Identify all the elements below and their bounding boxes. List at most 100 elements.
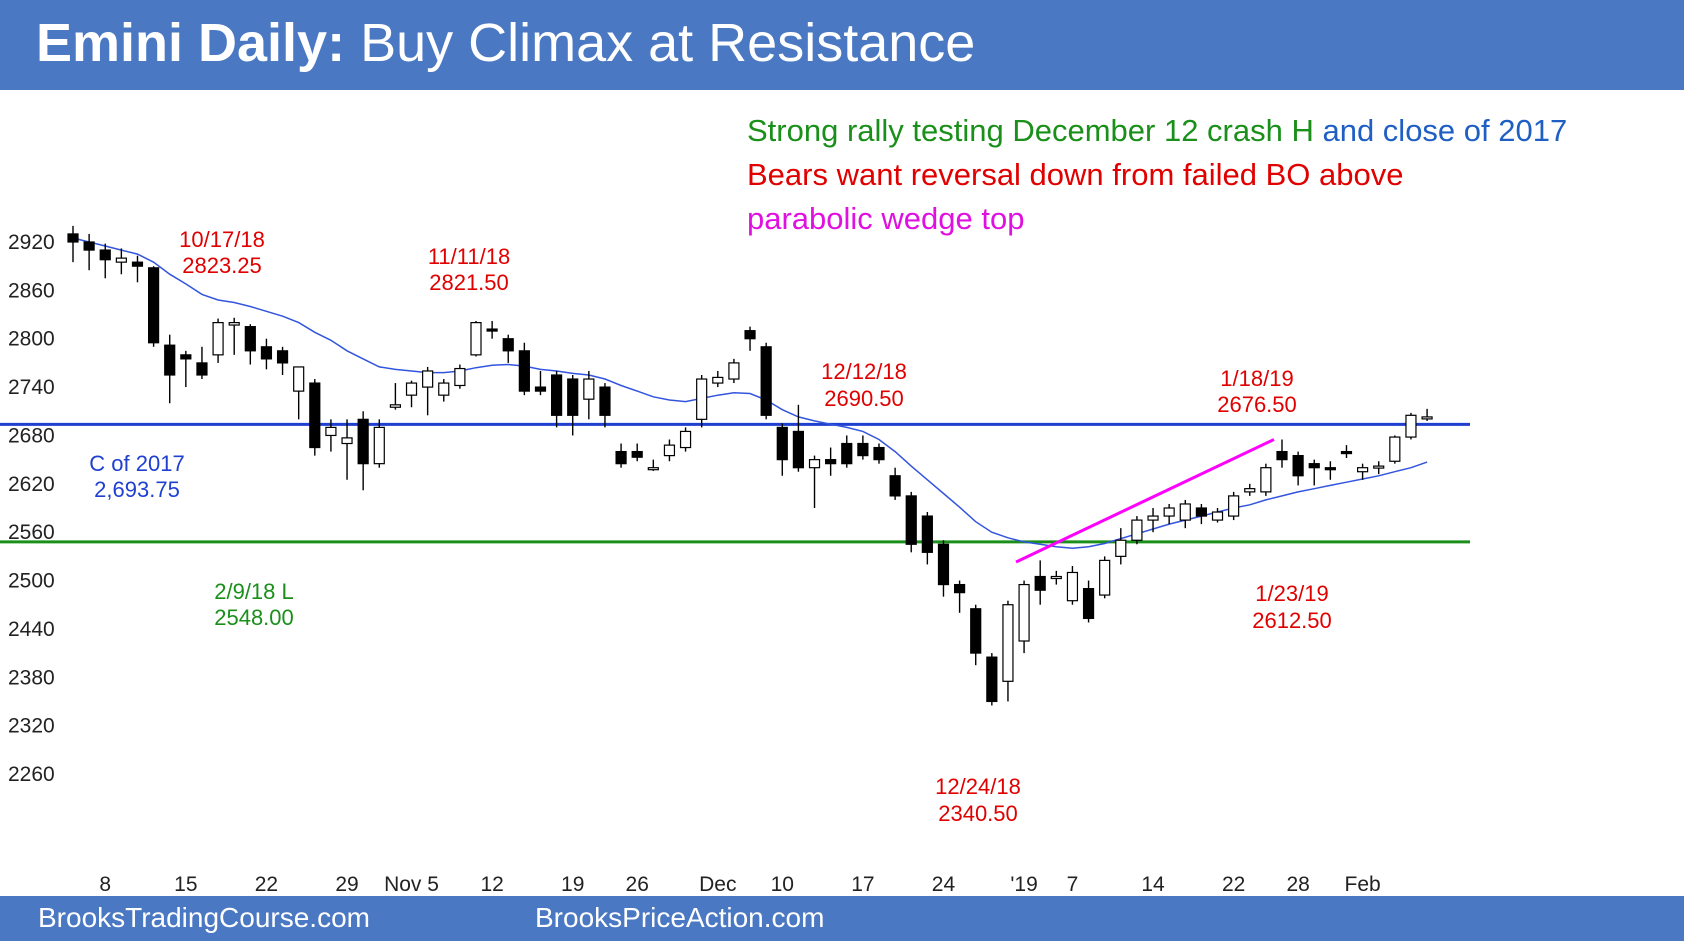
candle-body — [180, 354, 192, 360]
candle — [567, 375, 579, 436]
candle-body — [857, 442, 869, 457]
candle-body — [1034, 575, 1046, 591]
x-tick-label: 19 — [561, 873, 584, 896]
label-nov11-price: 2821.50 — [429, 270, 509, 295]
candle-body — [615, 450, 627, 465]
candle-body — [1421, 416, 1433, 420]
y-tick-label: 2560 — [8, 521, 55, 544]
y-tick-label: 2260 — [8, 763, 55, 786]
candle-body — [260, 346, 273, 360]
commentary-line1: Strong rally testing December 12 crash H… — [747, 113, 1567, 148]
candle-body — [663, 444, 676, 457]
candle — [260, 338, 273, 370]
candle-body — [1002, 604, 1014, 682]
x-tick-label: Dec — [699, 873, 736, 896]
candle — [712, 370, 724, 388]
candle-body — [550, 374, 563, 416]
candle — [631, 443, 643, 462]
y-tick-label: 2320 — [8, 715, 55, 738]
low-2018-label: 2/9/18 L — [214, 579, 294, 604]
footer-bar: BrooksTradingCourse.com BrooksPriceActio… — [0, 896, 1684, 941]
candle-body — [1115, 539, 1127, 557]
candle — [1244, 483, 1256, 496]
candle — [873, 443, 885, 464]
candle — [1050, 570, 1062, 585]
candles-layer — [67, 225, 1433, 706]
label-dec24-date: 12/24/18 — [935, 774, 1021, 799]
x-tick-label: 7 — [1067, 873, 1079, 896]
candle — [325, 419, 337, 452]
label-jan23-price: 2612.50 — [1252, 608, 1332, 633]
candle-body — [1082, 588, 1095, 620]
candle-body — [1324, 467, 1336, 471]
candle-body — [1099, 559, 1111, 596]
candle-body — [696, 378, 708, 420]
candle-body — [1292, 455, 1304, 477]
candle — [486, 320, 498, 339]
candle-body — [115, 257, 127, 263]
title-rest: Buy Climax at Resistance — [345, 13, 976, 73]
candle — [438, 379, 450, 402]
candle — [341, 419, 353, 480]
candle — [1018, 580, 1030, 654]
x-tick-label: 22 — [1222, 873, 1245, 896]
candle-body — [905, 495, 917, 545]
commentary-blue: and close of 2017 — [1322, 113, 1567, 148]
candle-body — [131, 261, 144, 267]
candle — [1340, 445, 1353, 459]
candle — [1324, 461, 1336, 480]
x-tick-label: 12 — [480, 873, 503, 896]
candle — [825, 447, 837, 476]
commentary-line2: Bears want reversal down from failed BO … — [747, 157, 1403, 192]
candle — [615, 443, 627, 468]
candle-body — [841, 442, 853, 465]
candle — [905, 491, 917, 553]
candle-body — [1163, 507, 1175, 517]
y-tick-label: 2860 — [8, 279, 55, 302]
candle-body — [389, 404, 401, 408]
candle-body — [502, 338, 514, 352]
commentary-line3: parabolic wedge top — [747, 201, 1024, 236]
candle-body — [212, 322, 224, 356]
candle-body — [599, 386, 611, 416]
candle — [470, 320, 482, 357]
candle-body — [373, 426, 385, 465]
candle — [422, 366, 434, 416]
candle-body — [99, 249, 111, 261]
candle — [1211, 508, 1224, 523]
header-bar: Emini Daily: Buy Climax at Resistance — [0, 0, 1684, 90]
candle-body — [438, 382, 450, 396]
x-tick-label: 15 — [174, 873, 197, 896]
candle — [115, 248, 127, 275]
y-tick-label: 2500 — [8, 570, 55, 593]
candle — [1260, 463, 1272, 496]
candle-body — [83, 241, 95, 251]
parabolic-wedge-line — [1015, 438, 1275, 564]
footer-link-trading-course[interactable]: BrooksTradingCourse.com — [38, 902, 370, 933]
candle — [293, 366, 305, 420]
candle — [970, 604, 982, 666]
candle-body — [341, 437, 353, 445]
candle-body — [244, 326, 256, 352]
label-nov11-date: 11/11/18 — [428, 244, 510, 269]
candle-body — [534, 386, 547, 392]
candle — [953, 580, 966, 613]
candle-body — [1131, 519, 1143, 541]
low-2018-value: 2548.00 — [214, 605, 294, 630]
candle-body — [873, 446, 885, 461]
candle-body — [470, 322, 482, 356]
candle — [1179, 499, 1191, 529]
candle — [83, 233, 95, 271]
x-tick-label: 24 — [932, 873, 956, 896]
candle — [728, 358, 740, 384]
candle-body — [293, 366, 305, 392]
label-jan18-price: 2676.50 — [1217, 392, 1297, 417]
candle — [986, 653, 998, 706]
candle-body — [760, 346, 772, 416]
candle-body — [1066, 571, 1079, 602]
footer-link-price-action[interactable]: BrooksPriceAction.com — [535, 902, 825, 933]
candle-body — [825, 459, 837, 465]
candle-body — [647, 467, 659, 471]
candle-body — [728, 362, 740, 380]
candle — [1276, 439, 1288, 468]
